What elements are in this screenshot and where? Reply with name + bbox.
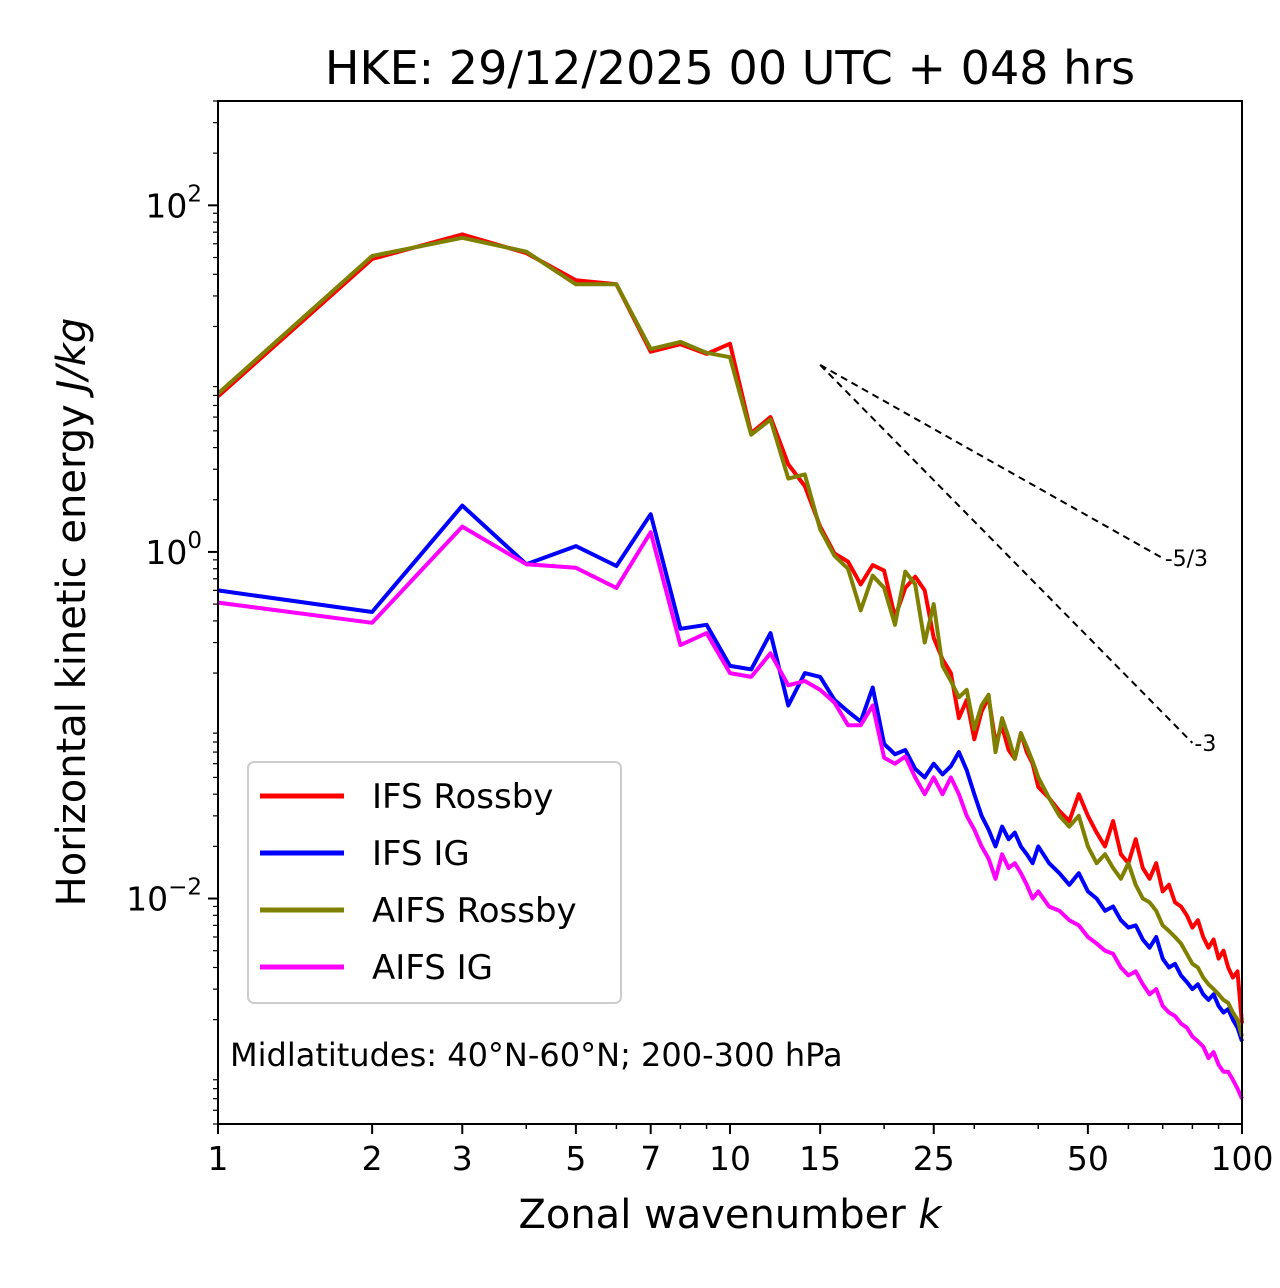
x-tick-label: 7: [640, 1139, 661, 1178]
axes: 1 2 3 5 7 10 15 25 50 100 102 100 10−2: [126, 100, 1274, 1178]
legend-label: AIFS Rossby: [372, 891, 577, 931]
x-tick-label: 2: [362, 1139, 383, 1178]
x-tick-label: 1: [208, 1139, 229, 1178]
legend-label: IFS IG: [372, 834, 470, 874]
reference-slope-label: -5/3: [1165, 547, 1208, 572]
x-tick-label: 50: [1067, 1139, 1109, 1178]
region-annotation: Midlatitudes: 40°N-60°N; 200-300 hPa: [230, 1036, 843, 1074]
y-tick-label: 100: [145, 528, 202, 572]
legend-label: AIFS IG: [372, 948, 493, 988]
legend-label: IFS Rossby: [372, 777, 553, 817]
y-axis-label: Horizontal kinetic energy J/kg: [49, 318, 95, 907]
legend-box: [247, 761, 622, 1004]
x-tick-label: 10: [709, 1139, 751, 1178]
x-tick-label: 15: [799, 1139, 841, 1178]
series-line-aifs-rossby: [216, 235, 1244, 1038]
reference-slope-line-1: [819, 364, 1194, 744]
series-line-aifs-ig: [217, 524, 1244, 1100]
y-tick-label: 10−2: [126, 875, 202, 919]
reference-slope-line-0: [819, 364, 1164, 560]
x-tick-label: 25: [913, 1139, 955, 1178]
y-tick-label: 102: [145, 181, 202, 225]
reference-slope-label: -3: [1194, 732, 1216, 757]
legend: IFS Rossby IFS IG AIFS Rossby AIFS IG: [247, 761, 622, 1004]
x-tick-label: 3: [452, 1139, 473, 1178]
series-layer: [216, 232, 1244, 1100]
x-axis-label: Zonal wavenumber k: [518, 1192, 943, 1238]
plot-frame: [217, 100, 1243, 1125]
x-tick-label: 100: [1211, 1139, 1274, 1178]
chart-title: HKE: 29/12/2025 00 UTC + 048 hrs: [325, 41, 1135, 95]
reference-slopes: -5/3 -3: [819, 364, 1216, 757]
x-tick-label: 5: [565, 1139, 586, 1178]
